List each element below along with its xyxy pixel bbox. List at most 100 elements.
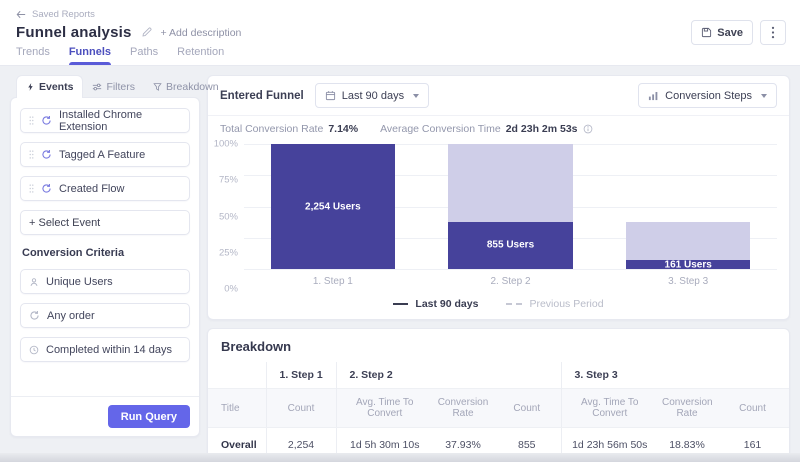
- y-axis: 100% 75% 50% 25% 0%: [214, 139, 244, 295]
- col-rate-2: Conversion Rate: [433, 388, 493, 428]
- plot-column: 2,254 Users 855 Users 161 Users 1. Step 1 2…: [244, 144, 777, 289]
- lightning-icon: [28, 83, 33, 91]
- sliders-icon: [93, 83, 102, 90]
- dashed-line-icon: [506, 303, 523, 305]
- empty-cell: [208, 362, 266, 389]
- legend-item-dashed[interactable]: Previous Period: [506, 298, 604, 310]
- bar-slot: 2,254 Users: [244, 144, 422, 269]
- event-item[interactable]: Created Flow: [20, 176, 190, 201]
- breakdown-card: Breakdown 1. Step 1 2. Step 2 3. Step 3 …: [207, 328, 790, 462]
- title-row: Funnel analysis + Add description: [16, 24, 691, 41]
- stat-value: 7.14%: [328, 123, 359, 135]
- tab-funnels[interactable]: Funnels: [68, 46, 112, 65]
- sidebar-tab-events[interactable]: Events: [16, 75, 84, 98]
- funnel-plot: 2,254 Users 855 Users 161 Users: [244, 144, 777, 270]
- drag-handle-icon[interactable]: [29, 115, 34, 126]
- criteria-order[interactable]: Any order: [20, 303, 190, 328]
- group-step-1: 1. Step 1: [265, 362, 336, 389]
- cell-count-3: 161: [743, 439, 762, 451]
- entered-funnel-label: Entered Funnel: [220, 89, 304, 102]
- breadcrumb[interactable]: Saved Reports: [16, 9, 691, 20]
- top-bar-actions: Save: [691, 20, 786, 65]
- event-item[interactable]: Installed Chrome Extension: [20, 108, 190, 133]
- steps-chart-icon: [649, 92, 658, 101]
- tab-retention[interactable]: Retention: [177, 46, 225, 58]
- page-bottom-edge: [0, 453, 800, 462]
- query-sidebar: Events Filters Breakdown Installed Chrom…: [10, 75, 219, 462]
- report-tabs: Trends Funnels Paths Retention: [16, 46, 691, 65]
- bars: 2,254 Users 855 Users 161 Users: [244, 144, 777, 270]
- bar-slot: 161 Users: [599, 144, 777, 270]
- add-description-button[interactable]: + Add description: [160, 26, 242, 39]
- stats-row: Total Conversion Rate 7.14% Average Conv…: [208, 116, 789, 136]
- group-step-2: 2. Step 2: [335, 362, 561, 389]
- col-rate-3: Conversion Rate: [658, 388, 716, 428]
- bar-slot: 855 Users: [422, 144, 600, 269]
- save-label: Save: [717, 26, 743, 39]
- info-icon[interactable]: [583, 124, 593, 134]
- tab-paths[interactable]: Paths: [130, 46, 159, 58]
- back-arrow-icon[interactable]: [16, 10, 26, 19]
- y-tick-label: 0%: [224, 283, 238, 295]
- average-conversion-time: Average Conversion Time 2d 23h 2m 53s: [380, 123, 592, 135]
- funnel-bar: 855 Users: [448, 144, 573, 269]
- legend-item-solid[interactable]: Last 90 days: [393, 298, 478, 310]
- edit-title-icon[interactable]: [141, 27, 152, 38]
- conversion-criteria-heading: Conversion Criteria: [22, 247, 125, 259]
- col-avg-time-2: Avg. Time To Convert: [335, 388, 433, 428]
- sidebar-tab-breakdown[interactable]: Breakdown: [144, 75, 228, 97]
- solid-line-icon: [393, 303, 409, 305]
- sidebar-tab-filters[interactable]: Filters: [83, 75, 144, 97]
- breakdown-table: 1. Step 1 2. Step 2 3. Step 3 Title Coun…: [208, 362, 789, 462]
- stat-label: Total Conversion Rate: [220, 123, 324, 135]
- sidebar-tab-label: Events: [39, 81, 74, 93]
- view-selector-dropdown[interactable]: Conversion Steps: [638, 83, 777, 108]
- legend-label: Last 90 days: [415, 298, 479, 310]
- tab-trends[interactable]: Trends: [16, 46, 50, 58]
- more-options-button[interactable]: [760, 20, 786, 45]
- drag-handle-icon[interactable]: [29, 149, 34, 160]
- criteria-window[interactable]: Completed within 14 days: [20, 337, 190, 362]
- save-icon: [702, 27, 712, 38]
- funnel-bar: 161 Users: [626, 144, 751, 270]
- run-query-button[interactable]: Run Query: [107, 405, 190, 428]
- user-icon: [29, 277, 39, 287]
- legend-label: Previous Period: [529, 298, 604, 310]
- chart-area: 100% 75% 50% 25% 0% 2,254 Users 855 Users 161 …: [208, 136, 789, 295]
- stat-value: 2d 23h 2m 53s: [505, 123, 578, 135]
- converted-segment[interactable]: [270, 144, 396, 269]
- converted-segment[interactable]: [448, 221, 573, 269]
- x-axis-label: 2. Step 2: [490, 276, 531, 287]
- date-range-dropdown[interactable]: Last 90 days: [314, 83, 430, 108]
- loop-icon: [29, 310, 40, 321]
- sidebar-tab-label: Filters: [106, 80, 136, 93]
- date-range-value: Last 90 days: [341, 89, 405, 102]
- x-labels: 1. Step 1 2. Step 2 3. Step 3: [244, 269, 777, 289]
- event-item[interactable]: Tagged A Feature: [20, 142, 190, 167]
- event-label: Tagged A Feature: [59, 148, 146, 161]
- previous-step-segment[interactable]: [448, 144, 573, 222]
- col-title: Title: [208, 388, 266, 428]
- sidebar-footer: Run Query: [11, 396, 199, 436]
- chevron-down-icon: [413, 93, 420, 98]
- breakdown-title: Breakdown: [221, 339, 292, 354]
- chart-toolbar: Entered Funnel Last 90 days Conversion S…: [208, 76, 789, 116]
- total-conversion-rate: Total Conversion Rate 7.14%: [220, 123, 358, 135]
- event-loop-icon: [41, 183, 52, 194]
- event-loop-icon: [41, 115, 52, 126]
- converted-segment[interactable]: [626, 260, 751, 269]
- events-panel: Installed Chrome Extension Tagged A Feat…: [10, 97, 200, 437]
- event-label: Installed Chrome Extension: [59, 108, 143, 133]
- breadcrumb-label[interactable]: Saved Reports: [32, 9, 95, 20]
- criteria-counting-method[interactable]: Unique Users: [20, 269, 190, 294]
- drag-handle-icon[interactable]: [29, 183, 34, 194]
- y-tick-label: 100%: [213, 138, 238, 150]
- clock-icon: [29, 345, 39, 355]
- select-event-button[interactable]: + Select Event: [20, 210, 190, 235]
- previous-step-segment[interactable]: [626, 221, 751, 261]
- save-button[interactable]: Save: [691, 20, 753, 45]
- cell-rate-2: 37.93%: [445, 439, 481, 451]
- criteria-label: Unique Users: [46, 275, 113, 288]
- y-tick-label: 50%: [218, 211, 238, 222]
- funnel-icon: [153, 82, 162, 91]
